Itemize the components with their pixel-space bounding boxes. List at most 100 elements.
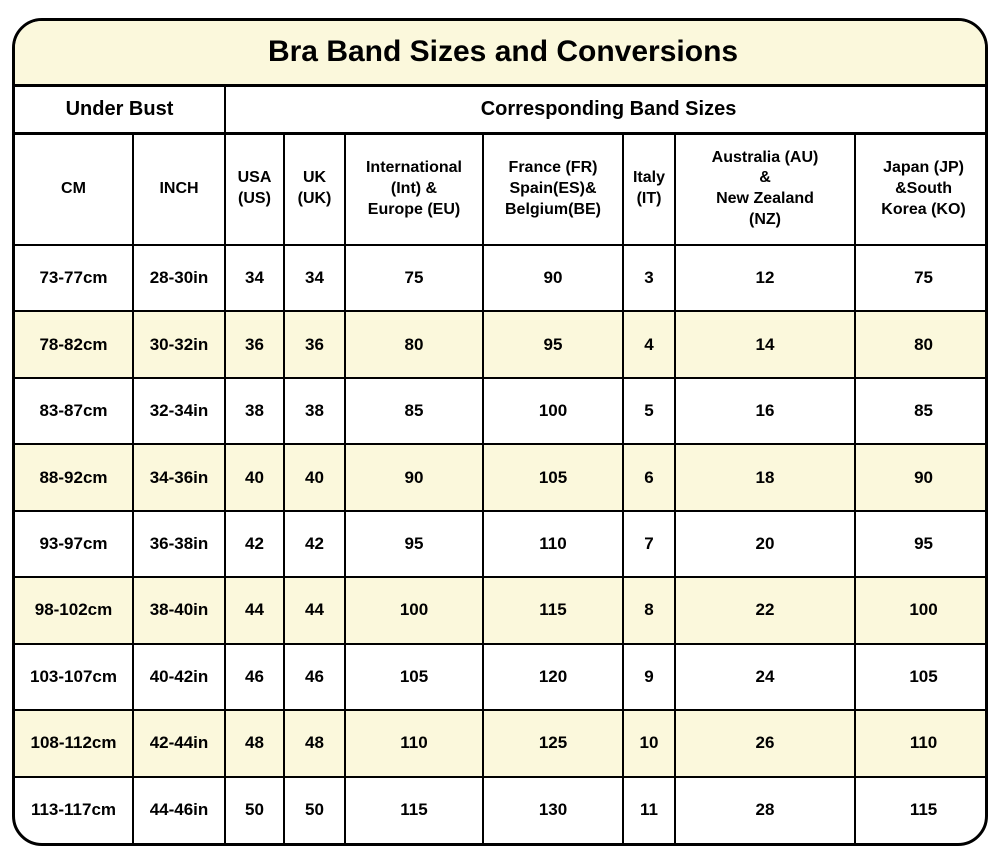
table-cell: 100	[344, 576, 484, 645]
table-cell: 115	[853, 775, 985, 843]
table-cell: 36-38in	[132, 509, 226, 579]
table-cell: 85	[853, 376, 985, 446]
table-cell: 125	[482, 709, 624, 778]
table-cell: 44-46in	[132, 775, 226, 843]
table-cell: 34-36in	[132, 443, 226, 512]
group-header-row: Under Bust Corresponding Band Sizes	[15, 84, 985, 135]
table-cell: 20	[674, 509, 856, 579]
column-header-japan-south-korea: Japan (JP) &South Korea (KO)	[853, 132, 985, 246]
table-cell: 88-92cm	[15, 443, 134, 512]
table-cell: 38-40in	[132, 576, 226, 645]
table-cell: 42	[224, 509, 285, 579]
table-cell: 130	[482, 775, 624, 843]
table-cell: 11	[622, 775, 676, 843]
table-cell: 80	[344, 310, 484, 379]
table-row: 83-87cm 32-34in 38 38 85 100 5 16 85	[15, 376, 985, 446]
column-header-cm: CM	[15, 132, 134, 246]
table-row: 88-92cm 34-36in 40 40 90 105 6 18 90	[15, 443, 985, 512]
column-header-inch: INCH	[132, 132, 226, 246]
table-cell: 46	[224, 642, 285, 712]
table-cell: 7	[622, 509, 676, 579]
table-cell: 75	[344, 243, 484, 313]
table-cell: 100	[853, 576, 985, 645]
table-cell: 110	[853, 709, 985, 778]
table-cell: 5	[622, 376, 676, 446]
table-cell: 80	[853, 310, 985, 379]
table-cell: 26	[674, 709, 856, 778]
table-cell: 98-102cm	[15, 576, 134, 645]
table-cell: 34	[283, 243, 346, 313]
table-cell: 83-87cm	[15, 376, 134, 446]
table-cell: 8	[622, 576, 676, 645]
table-cell: 110	[344, 709, 484, 778]
table-cell: 40	[283, 443, 346, 512]
table-cell: 28	[674, 775, 856, 843]
table-cell: 22	[674, 576, 856, 645]
table-cell: 16	[674, 376, 856, 446]
table-cell: 3	[622, 243, 676, 313]
table-body: 73-77cm 28-30in 34 34 75 90 3 12 75 78-82cm 30-32i…	[15, 243, 985, 843]
column-header-italy: Italy (IT)	[622, 132, 676, 246]
conversion-table: Bra Band Sizes and Conversions Under Bus…	[15, 21, 985, 843]
table-cell: 24	[674, 642, 856, 712]
table-cell: 30-32in	[132, 310, 226, 379]
column-header-international-europe: International (Int) & Europe (EU)	[344, 132, 484, 246]
title-row: Bra Band Sizes and Conversions	[15, 21, 985, 87]
table-cell: 110	[482, 509, 624, 579]
table-row: 103-107cm 40-42in 46 46 105 120 9 24 105	[15, 642, 985, 712]
group-header-band-sizes: Corresponding Band Sizes	[223, 84, 985, 135]
table-cell: 93-97cm	[15, 509, 134, 579]
table-cell: 36	[224, 310, 285, 379]
table-cell: 46	[283, 642, 346, 712]
table-cell: 28-30in	[132, 243, 226, 313]
table-cell: 40	[224, 443, 285, 512]
table-cell: 100	[482, 376, 624, 446]
table-cell: 90	[482, 243, 624, 313]
table-cell: 14	[674, 310, 856, 379]
table-cell: 115	[344, 775, 484, 843]
table-cell: 90	[853, 443, 985, 512]
table-cell: 85	[344, 376, 484, 446]
table-cell: 4	[622, 310, 676, 379]
column-header-australia-new-zealand: Australia (AU) & New Zealand (NZ)	[674, 132, 856, 246]
table-row: 93-97cm 36-38in 42 42 95 110 7 20 95	[15, 509, 985, 579]
table-cell: 95	[482, 310, 624, 379]
table-cell: 73-77cm	[15, 243, 134, 313]
column-header-france-spain-belgium: France (FR) Spain(ES)& Belgium(BE)	[482, 132, 624, 246]
table-cell: 42-44in	[132, 709, 226, 778]
table-cell: 12	[674, 243, 856, 313]
table-cell: 78-82cm	[15, 310, 134, 379]
conversion-table-card: Bra Band Sizes and Conversions Under Bus…	[12, 18, 988, 846]
table-cell: 44	[283, 576, 346, 645]
table-cell: 115	[482, 576, 624, 645]
table-cell: 75	[853, 243, 985, 313]
table-cell: 9	[622, 642, 676, 712]
table-row: 98-102cm 38-40in 44 44 100 115 8 22 100	[15, 576, 985, 645]
table-cell: 38	[224, 376, 285, 446]
table-cell: 95	[853, 509, 985, 579]
table-cell: 50	[224, 775, 285, 843]
column-header-usa: USA (US)	[224, 132, 285, 246]
table-cell: 105	[344, 642, 484, 712]
page-title: Bra Band Sizes and Conversions	[15, 21, 985, 87]
table-row: 73-77cm 28-30in 34 34 75 90 3 12 75	[15, 243, 985, 313]
table-cell: 36	[283, 310, 346, 379]
table-cell: 40-42in	[132, 642, 226, 712]
column-header-row: CM INCH USA (US) UK (UK) International (…	[15, 132, 985, 246]
table-cell: 10	[622, 709, 676, 778]
table-cell: 38	[283, 376, 346, 446]
table-cell: 105	[853, 642, 985, 712]
table-cell: 6	[622, 443, 676, 512]
table-row: 78-82cm 30-32in 36 36 80 95 4 14 80	[15, 310, 985, 379]
table-cell: 42	[283, 509, 346, 579]
table-cell: 48	[224, 709, 285, 778]
table-row: 108-112cm 42-44in 48 48 110 125 10 26 110	[15, 709, 985, 778]
table-cell: 18	[674, 443, 856, 512]
group-header-under-bust: Under Bust	[15, 84, 226, 135]
table-cell: 113-117cm	[15, 775, 134, 843]
table-row: 113-117cm 44-46in 50 50 115 130 11 28 115	[15, 775, 985, 843]
table-cell: 90	[344, 443, 484, 512]
table-cell: 44	[224, 576, 285, 645]
table-cell: 95	[344, 509, 484, 579]
table-cell: 32-34in	[132, 376, 226, 446]
